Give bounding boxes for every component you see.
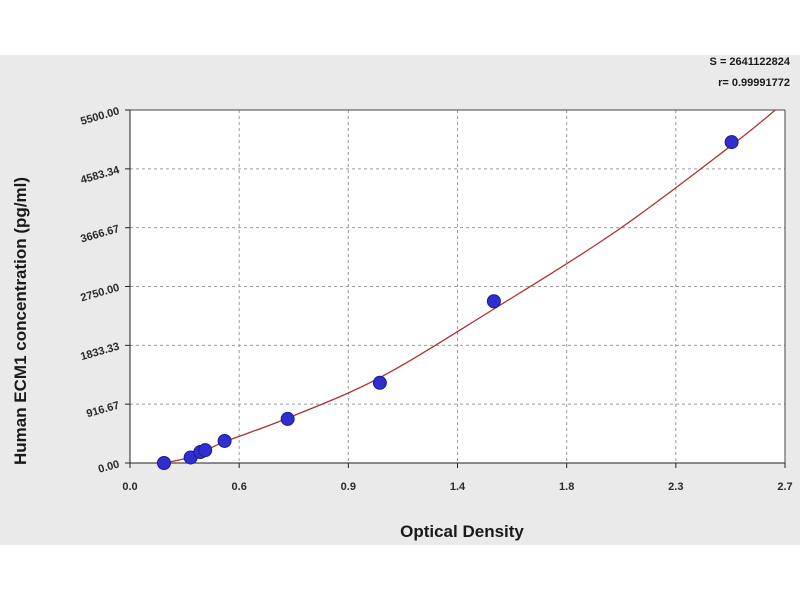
data-point [372,375,387,390]
data-point [198,443,213,458]
y-axis-label: Human ECM1 concentration (pg/ml) [11,177,30,465]
stat-r: r= 0.99991772 [718,77,790,89]
data-points [156,135,739,470]
x-tick-label: 0.0 [122,481,137,493]
data-point [280,411,295,426]
y-tick-label: 0.00 [97,458,121,475]
x-tick-label: 1.4 [450,481,466,493]
data-point [156,456,171,470]
x-tick-label: 1.8 [559,481,574,493]
y-tick-labels: 0.00 916.67 1833.33 2750.00 3666.67 4583.34 55… [79,105,121,475]
y-tick-label: 3666.67 [79,223,121,245]
x-axis-label: Optical Density [400,522,524,541]
x-tick-labels: 0.0 0.6 0.9 1.4 1.8 2.3 2.7 [122,481,792,493]
data-point [486,294,501,309]
y-tick-label: 1833.33 [79,341,121,363]
standard-curve-chart: 0.0 0.6 0.9 1.4 1.8 2.3 2.7 0.00 916.67 1833.33 2… [11,56,793,541]
axes [125,109,786,468]
x-tick-label: 0.6 [232,481,247,493]
chart-panel: 0.0 0.6 0.9 1.4 1.8 2.3 2.7 0.00 916.67 1833.33 2… [0,55,800,545]
y-tick-label: 2750.00 [79,282,121,304]
data-point [724,135,739,150]
stat-s: S = 2641122824 [710,56,791,68]
y-tick-label: 5500.00 [79,105,121,127]
x-tick-label: 2.3 [668,481,683,493]
y-tick-label: 4583.34 [79,164,121,187]
x-tick-label: 2.7 [777,481,792,493]
x-tick-label: 0.9 [341,481,356,493]
y-tick-label: 916.67 [85,400,121,421]
grid [130,110,785,463]
data-point [217,433,232,448]
